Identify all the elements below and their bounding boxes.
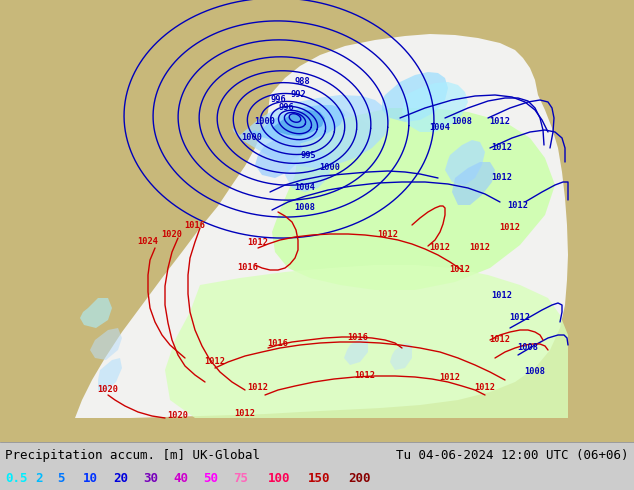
Text: 1012: 1012	[235, 409, 256, 417]
Text: 1016: 1016	[238, 264, 259, 272]
Text: 1004: 1004	[295, 183, 316, 193]
Polygon shape	[165, 265, 568, 418]
Text: 2: 2	[35, 471, 42, 485]
Text: Tu 04-06-2024 12:00 UTC (06+06): Tu 04-06-2024 12:00 UTC (06+06)	[396, 449, 629, 462]
Text: 1012: 1012	[247, 384, 269, 392]
Text: 1000: 1000	[242, 133, 262, 143]
Text: 995: 995	[300, 150, 316, 160]
Text: 150: 150	[308, 471, 330, 485]
Polygon shape	[80, 298, 112, 328]
Text: 200: 200	[348, 471, 370, 485]
Text: 1012: 1012	[507, 200, 529, 210]
Polygon shape	[250, 105, 345, 145]
Text: 1012: 1012	[491, 291, 512, 299]
Text: 1012: 1012	[439, 373, 460, 383]
Polygon shape	[90, 328, 122, 360]
Text: 996: 996	[270, 96, 286, 104]
Text: 1020: 1020	[167, 411, 188, 419]
Polygon shape	[98, 358, 122, 392]
Polygon shape	[272, 110, 325, 136]
Text: 1012: 1012	[429, 244, 451, 252]
Text: 20: 20	[113, 471, 128, 485]
Text: 1012: 1012	[491, 144, 512, 152]
Text: 1012: 1012	[500, 223, 521, 232]
Polygon shape	[390, 343, 412, 370]
Text: 1012: 1012	[489, 336, 510, 344]
Polygon shape	[445, 140, 485, 185]
Text: 1012: 1012	[354, 371, 375, 381]
Polygon shape	[232, 95, 390, 168]
Text: 30: 30	[143, 471, 158, 485]
Text: 1012: 1012	[377, 230, 399, 240]
Text: 1016: 1016	[184, 220, 205, 229]
Text: 1012: 1012	[450, 266, 470, 274]
Polygon shape	[382, 72, 448, 122]
Text: 1012: 1012	[247, 239, 269, 247]
Text: 1012: 1012	[489, 118, 510, 126]
Polygon shape	[272, 108, 555, 290]
Text: 10: 10	[83, 471, 98, 485]
Text: 1000: 1000	[320, 164, 340, 172]
Text: 1012: 1012	[491, 173, 512, 182]
Text: 100: 100	[268, 471, 290, 485]
Text: 996: 996	[278, 103, 294, 113]
Text: 1020: 1020	[98, 386, 119, 394]
Text: 1004: 1004	[429, 123, 451, 132]
Text: 5: 5	[57, 471, 65, 485]
Text: 1016: 1016	[268, 339, 288, 347]
Text: 1008: 1008	[524, 368, 545, 376]
Text: 40: 40	[173, 471, 188, 485]
Text: 50: 50	[203, 471, 218, 485]
Polygon shape	[285, 150, 332, 192]
Bar	[0, 442, 634, 490]
Polygon shape	[285, 105, 385, 175]
Text: 0.5: 0.5	[5, 471, 27, 485]
Text: 1012: 1012	[510, 314, 531, 322]
Polygon shape	[344, 338, 368, 365]
Text: 1008: 1008	[451, 118, 472, 126]
Text: 1020: 1020	[162, 230, 183, 240]
Text: 1000: 1000	[254, 118, 276, 126]
Polygon shape	[402, 82, 468, 132]
Polygon shape	[75, 34, 568, 418]
Text: 1016: 1016	[347, 334, 368, 343]
Text: 1012: 1012	[470, 244, 491, 252]
Text: 1008: 1008	[517, 343, 538, 352]
Polygon shape	[0, 0, 634, 442]
Polygon shape	[255, 135, 302, 178]
Text: 1012: 1012	[474, 384, 496, 392]
Text: 992: 992	[290, 91, 306, 99]
Text: 1008: 1008	[295, 203, 316, 213]
Polygon shape	[452, 162, 495, 205]
Text: 1024: 1024	[138, 238, 158, 246]
Text: 1012: 1012	[205, 358, 226, 367]
Text: Precipitation accum. [m] UK-Global: Precipitation accum. [m] UK-Global	[5, 449, 260, 462]
Text: 75: 75	[233, 471, 248, 485]
Text: 988: 988	[294, 77, 310, 87]
